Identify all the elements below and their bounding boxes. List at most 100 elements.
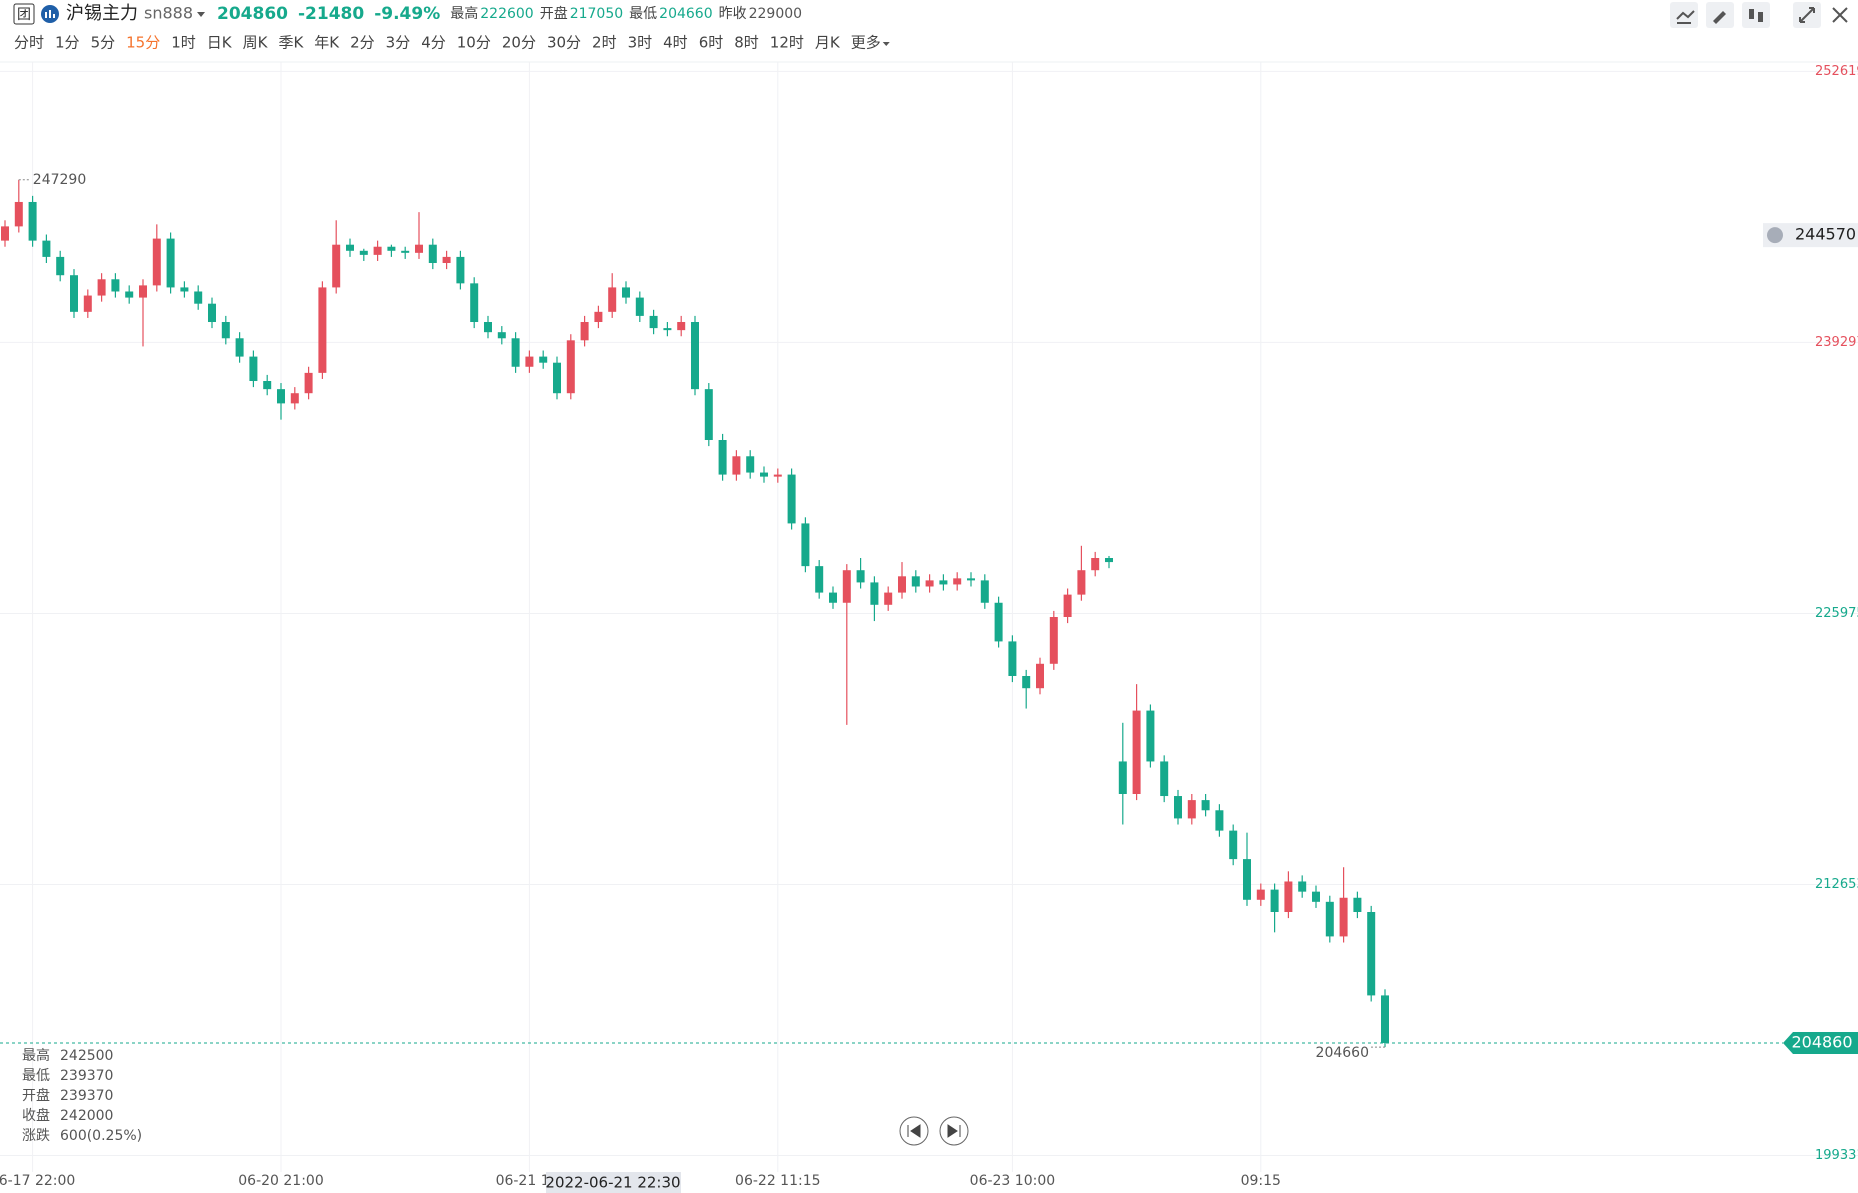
candle-body — [1146, 710, 1155, 762]
period-tab[interactable]: 3时 — [628, 34, 653, 52]
period-tab[interactable]: 4分 — [421, 34, 446, 52]
tool-button[interactable] — [1742, 2, 1770, 28]
candle-body — [622, 287, 630, 298]
period-tab[interactable]: 10分 — [457, 34, 491, 52]
candle-body — [663, 328, 672, 331]
y-tick-label: 199331 — [1815, 1148, 1858, 1163]
candle-body — [428, 244, 437, 264]
period-tab[interactable]: 周K — [243, 34, 269, 52]
candle-body — [649, 315, 658, 329]
period-tab[interactable]: 6时 — [699, 34, 724, 52]
candle-body — [497, 332, 506, 339]
candle-body — [1298, 881, 1307, 892]
period-tab[interactable]: 12时 — [770, 34, 804, 52]
candle-body — [456, 256, 465, 284]
candle-body — [1160, 761, 1169, 797]
candle-body — [42, 240, 51, 257]
candle-body — [1187, 800, 1196, 819]
stat-label: 最低 — [629, 6, 657, 22]
y-tick-label: 225975 — [1815, 606, 1858, 621]
candle-body — [1077, 570, 1086, 595]
more-caret — [882, 42, 890, 46]
candle-body — [1312, 891, 1320, 902]
y-tick-label: 239297 — [1815, 335, 1858, 350]
last-price-tag — [1783, 1032, 1858, 1055]
y-tick-label: 212653 — [1815, 877, 1858, 892]
close-button[interactable] — [1832, 7, 1848, 23]
candle-body — [70, 275, 78, 312]
candle-body — [691, 322, 699, 390]
period-tab[interactable]: 月K — [815, 34, 841, 52]
candle-body — [125, 291, 134, 298]
period-tab[interactable]: 3分 — [386, 34, 411, 52]
candle-body — [1243, 859, 1251, 900]
period-tab[interactable]: 日K — [207, 34, 233, 52]
candle-body — [111, 279, 120, 292]
candle-body — [470, 283, 479, 323]
candle-body — [608, 287, 617, 312]
candle-body — [1270, 889, 1279, 912]
candle-body — [773, 474, 782, 477]
candle-body — [911, 576, 920, 587]
period-tab[interactable]: 20分 — [502, 34, 536, 52]
candle-body — [83, 295, 92, 312]
candle-body — [1201, 800, 1210, 811]
alert-bell — [1767, 227, 1783, 244]
info-label: 收盘 — [22, 1107, 50, 1124]
last-price-tag-text: 204860 — [1791, 1033, 1852, 1052]
candle-body — [511, 338, 520, 367]
period-tab[interactable]: 季K — [278, 34, 304, 52]
exchange-glyph — [45, 10, 55, 18]
period-tab[interactable]: 更多 — [851, 34, 881, 52]
info-value: 242500 — [60, 1048, 113, 1064]
candle-body — [732, 456, 741, 475]
candle-body — [1325, 901, 1334, 937]
crosshair-label: 2022-06-21 22:30 — [545, 1174, 680, 1192]
candle-body — [208, 303, 216, 323]
stat-label: 开盘 — [540, 5, 568, 22]
candle-body — [304, 372, 313, 394]
candle-body — [1105, 558, 1113, 563]
candle-body — [953, 578, 962, 585]
x-tick-label: 06-22 11:15 — [735, 1173, 820, 1189]
toolbar — [1670, 2, 1848, 28]
candle-body — [442, 256, 451, 264]
info-value: 242000 — [60, 1108, 113, 1124]
period-tab[interactable]: 分时 — [14, 34, 44, 52]
stat-value: 217050 — [570, 6, 623, 22]
candle-body — [484, 322, 492, 333]
period-tab[interactable]: 5分 — [91, 34, 116, 52]
candle-body — [787, 474, 796, 524]
period-tab[interactable]: 30分 — [547, 34, 581, 52]
candle-body — [898, 576, 906, 593]
period-tab[interactable]: 2时 — [592, 34, 617, 52]
candle-body — [580, 322, 589, 341]
candle-body — [870, 582, 879, 605]
candle-body — [1256, 889, 1265, 900]
stat-value: 222600 — [480, 6, 533, 22]
candle-body — [290, 393, 299, 404]
candle-body — [28, 201, 37, 241]
symbol-code: sn888 — [144, 4, 193, 23]
crosshair-label-box — [546, 1172, 681, 1193]
candle-body — [1229, 830, 1238, 860]
info-label: 涨跌 — [22, 1128, 50, 1144]
period-tab[interactable]: 2分 — [350, 34, 375, 52]
candle-body — [1132, 710, 1141, 794]
period-tab[interactable]: 8时 — [734, 34, 759, 52]
candle-body — [884, 592, 893, 605]
candle-body — [1339, 897, 1348, 937]
candle-body — [967, 578, 975, 581]
badge: 团 — [17, 7, 31, 23]
period-tab[interactable]: 1时 — [171, 34, 196, 52]
candle-body — [387, 246, 396, 251]
period-tab[interactable]: 4时 — [663, 34, 688, 52]
candle-body — [1381, 995, 1389, 1044]
price-change: -21480 — [298, 4, 364, 24]
period-tab[interactable]: 15分 — [126, 34, 160, 52]
dropdown-caret[interactable] — [197, 12, 206, 17]
period-tab[interactable]: 年K — [314, 34, 340, 52]
period-tab[interactable]: 1分 — [55, 34, 80, 52]
candle-body — [1036, 663, 1044, 689]
